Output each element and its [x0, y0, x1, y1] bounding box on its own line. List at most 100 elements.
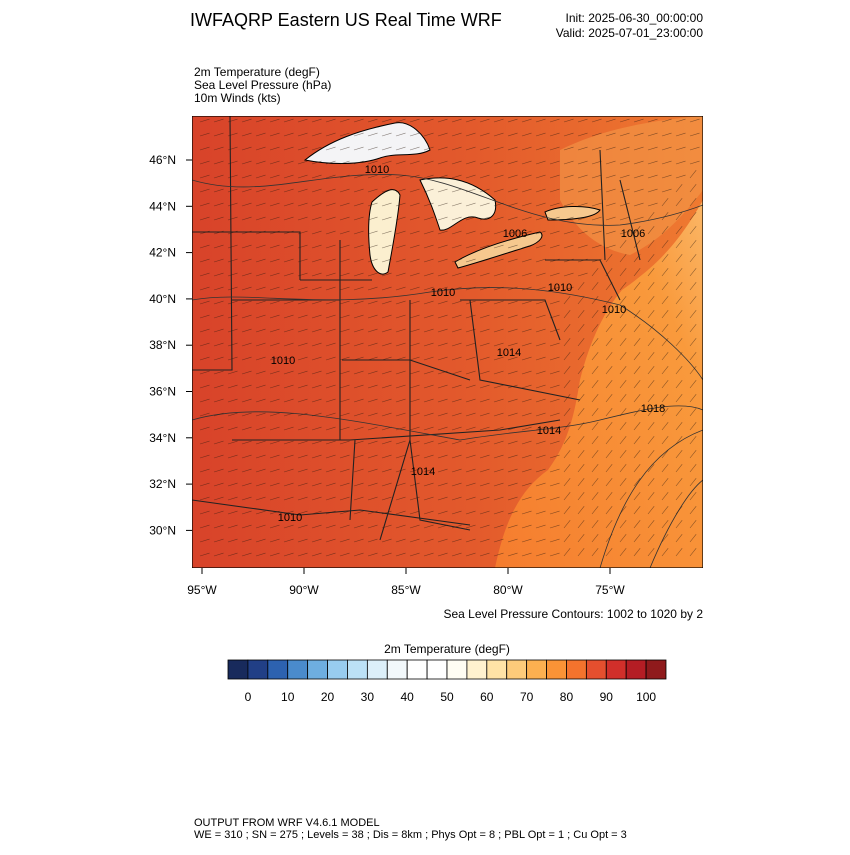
wind-barb [689, 351, 697, 361]
wind-barb [535, 426, 546, 431]
wind-barb [255, 230, 266, 235]
wind-barb [675, 393, 683, 403]
wind-barb [353, 552, 364, 557]
wind-barb [283, 370, 294, 375]
wind-barb [549, 328, 560, 333]
wind-barb [493, 454, 504, 459]
wind-barb [549, 314, 560, 319]
wind-barb [283, 188, 294, 193]
wind-barb [689, 519, 697, 529]
wind-barb [311, 216, 322, 221]
wind-barb [549, 342, 560, 347]
wind-barb [675, 323, 683, 333]
wind-barb [549, 244, 560, 249]
wind-barb [451, 132, 462, 137]
init-time: Init: 2025-06-30_00:00:00 [566, 11, 704, 25]
wind-barb [535, 286, 546, 291]
wind-barb [213, 496, 224, 501]
colorbar-title: 2m Temperature (degF) [384, 642, 510, 656]
wind-barb [297, 370, 308, 375]
wind-barb [591, 132, 602, 137]
wind-barb [451, 244, 462, 249]
wind-barb [381, 342, 392, 347]
colorbar-label: 40 [401, 690, 415, 704]
wind-barb [563, 146, 574, 151]
wind-barb [535, 370, 546, 375]
wind-barb [255, 482, 266, 487]
colorbar-box [287, 659, 309, 680]
wind-barb [479, 524, 490, 529]
wind-barb [395, 216, 406, 221]
wind-barb [577, 435, 585, 445]
wind-barb [283, 440, 294, 445]
wind-barb [437, 440, 448, 445]
wind-barb [311, 188, 322, 193]
wind-barb [647, 351, 655, 361]
colorbar-box [347, 659, 368, 680]
wind-barb [199, 538, 210, 543]
wind-barb [213, 482, 224, 487]
wind-barb [479, 230, 490, 235]
wind-barb [423, 496, 434, 501]
colorbar-box [486, 659, 508, 680]
wind-barb [283, 174, 294, 179]
wind-barb [689, 267, 697, 277]
wind-barb [283, 160, 294, 165]
wind-barb [381, 300, 392, 305]
wind-barb [269, 454, 280, 459]
wind-barb [325, 412, 336, 417]
wind-barb [689, 393, 697, 403]
wind-barb [479, 244, 490, 249]
wind-barb [395, 454, 406, 459]
wind-barb [199, 468, 210, 473]
wind-barb [325, 118, 336, 123]
wind-barb [577, 146, 588, 151]
wind-barb [241, 230, 252, 235]
wind-barb [297, 146, 308, 151]
wind-barb [549, 216, 560, 221]
wind-barb [227, 314, 238, 319]
wind-barb [381, 412, 392, 417]
wind-barb [479, 118, 490, 123]
wind-barb [451, 496, 462, 501]
wind-barb [241, 258, 252, 263]
wind-barb [339, 524, 350, 529]
wind-barb [479, 510, 490, 515]
wind-barb [507, 286, 518, 291]
wind-barb [465, 398, 476, 403]
wind-barb [465, 496, 476, 501]
wind-barb [367, 118, 378, 123]
wind-barb [619, 160, 630, 165]
wind-barb [325, 314, 336, 319]
wind-barb [241, 272, 252, 277]
wind-barb [227, 342, 238, 347]
wind-barb [465, 216, 476, 221]
wind-barb [661, 337, 669, 347]
wind-barb [339, 188, 350, 193]
wind-barb [465, 132, 476, 137]
wind-barb [241, 426, 252, 431]
wind-barb [493, 272, 504, 277]
wind-barb [675, 505, 683, 515]
wind-barb [381, 118, 392, 123]
wind-barb [535, 174, 546, 179]
wind-barb [493, 286, 504, 291]
wind-barb [451, 482, 462, 487]
wind-barb [423, 370, 434, 375]
wind-barb [591, 435, 599, 445]
wind-barb [297, 258, 308, 263]
wind-barb [213, 146, 224, 151]
wind-barb [297, 342, 308, 347]
wind-barb [661, 253, 669, 263]
wind-barb [325, 160, 336, 165]
wind-barb [675, 253, 683, 263]
wind-barb [633, 225, 641, 235]
wind-barb [283, 216, 294, 221]
wind-barb [269, 272, 280, 277]
wind-barb [647, 281, 655, 291]
wind-barb [521, 356, 532, 361]
wind-barb [339, 342, 350, 347]
ocean [495, 116, 703, 568]
wind-barb [325, 174, 336, 179]
wind-barb [507, 524, 518, 529]
